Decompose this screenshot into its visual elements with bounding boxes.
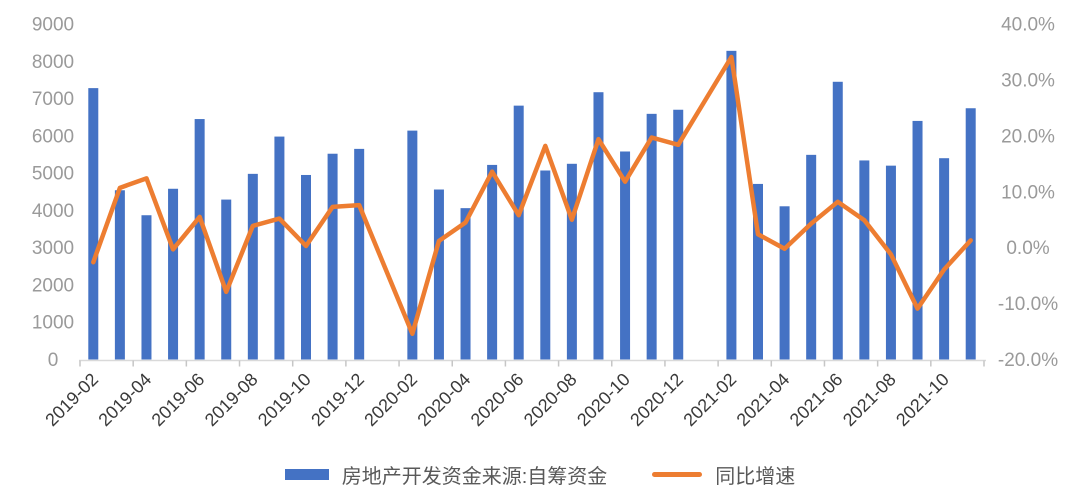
x-axis-label: 2019-06 — [148, 369, 209, 430]
x-axis-label: 2019-12 — [307, 369, 368, 430]
x-axis-label: 2021-06 — [786, 369, 847, 430]
y-axis-right-label: -10.0% — [998, 294, 1058, 315]
y-axis-left-label: 3000 — [32, 238, 74, 259]
y-axis-left-label: 4000 — [32, 201, 74, 222]
bar-2019-04 — [141, 215, 152, 360]
x-axis-label: 2021-08 — [839, 369, 900, 430]
combo-chart: 0 1000 2000 3000 4000 5000 6000 7000 8000 9000 40.… — [32, 15, 1058, 431]
bar-2021-03 — [753, 183, 763, 360]
y-axis-left-label: 5000 — [32, 164, 74, 185]
x-axis-label: 2020-02 — [360, 369, 421, 430]
x-axis-label: 2019-02 — [41, 369, 102, 430]
x-axis-label: 2019-04 — [94, 369, 155, 430]
y-axis-left-label: 1000 — [32, 313, 74, 334]
bar-2020-03 — [433, 189, 444, 360]
bar-2021-07 — [859, 160, 870, 360]
bar-2020-11 — [646, 113, 657, 360]
bar-2019-10 — [301, 174, 311, 360]
legend-bar-label: 房地产开发资金来源:自筹资金 — [341, 465, 608, 488]
growth-line — [91, 54, 973, 337]
bar-2020-05 — [487, 164, 498, 360]
x-axis-label: 2021-04 — [733, 369, 794, 430]
x-axis-label: 2020-06 — [467, 369, 528, 430]
bar-2021-05 — [806, 154, 817, 360]
x-axis-label: 2020-12 — [626, 369, 687, 430]
bar-2020-07 — [540, 170, 551, 360]
bar-2019-05 — [168, 188, 179, 360]
x-axis-label: 2021-10 — [892, 369, 953, 430]
y-axis-left-label: 6000 — [32, 126, 74, 147]
y-axis-left-label: 8000 — [32, 52, 74, 73]
y-axis-left-label: 9000 — [32, 15, 74, 36]
bar-2021-11 — [965, 108, 976, 360]
y-axis-right-label: 0.0% — [1006, 238, 1049, 259]
bar-2020-04 — [460, 208, 471, 360]
y-axis-left-label: 0 — [48, 350, 59, 371]
bar-2021-08 — [885, 165, 896, 360]
bar-2020-10 — [620, 151, 631, 360]
bar-2019-07 — [221, 199, 232, 360]
y-axis-left-label: 2000 — [32, 275, 74, 296]
y-axis-right-label: 10.0% — [1001, 182, 1055, 203]
legend-line-label: 同比增速 — [715, 465, 796, 488]
bar-2021-04 — [779, 206, 790, 360]
bar-2019-12 — [354, 148, 365, 360]
chart-container: 0 1000 2000 3000 4000 5000 6000 7000 8000 9000 40.… — [32, 15, 1058, 488]
x-axis-label: 2020-04 — [414, 369, 475, 430]
bar-2021-06 — [832, 81, 843, 360]
bar-2019-02 — [88, 88, 99, 360]
x-axis-label: 2019-10 — [254, 369, 315, 430]
bar-2020-06 — [513, 105, 524, 360]
bar-2020-08 — [566, 163, 577, 360]
bar-2019-06 — [194, 119, 205, 360]
legend-line-swatch — [652, 471, 703, 477]
bar-2020-09 — [593, 92, 604, 360]
x-axis-label: 2019-08 — [201, 369, 262, 430]
bar-2021-09 — [912, 120, 923, 360]
x-axis-label: 2021-02 — [679, 369, 740, 430]
bar-2019-08 — [247, 173, 258, 360]
y-axis-right-label: 30.0% — [1001, 70, 1055, 91]
bar-2021-10 — [939, 158, 950, 360]
bar-2019-11 — [327, 153, 338, 360]
y-axis-left-label: 7000 — [32, 89, 74, 110]
y-axis-right-label: 40.0% — [1001, 15, 1055, 36]
legend-bar-swatch — [284, 468, 329, 480]
bar-2021-02 — [726, 50, 737, 360]
y-axis-right-label: 20.0% — [1001, 126, 1055, 147]
legend: 房地产开发资金来源:自筹资金 同比增速 — [0, 460, 1080, 488]
y-axis-right-label: -20.0% — [998, 350, 1058, 371]
x-axis-label: 2020-10 — [573, 369, 634, 430]
bar-2020-12 — [673, 109, 684, 360]
bar-2019-03 — [114, 190, 125, 360]
bar-2020-02 — [407, 130, 418, 360]
bar-2019-09 — [274, 136, 285, 360]
x-axis-label: 2020-08 — [520, 369, 581, 430]
